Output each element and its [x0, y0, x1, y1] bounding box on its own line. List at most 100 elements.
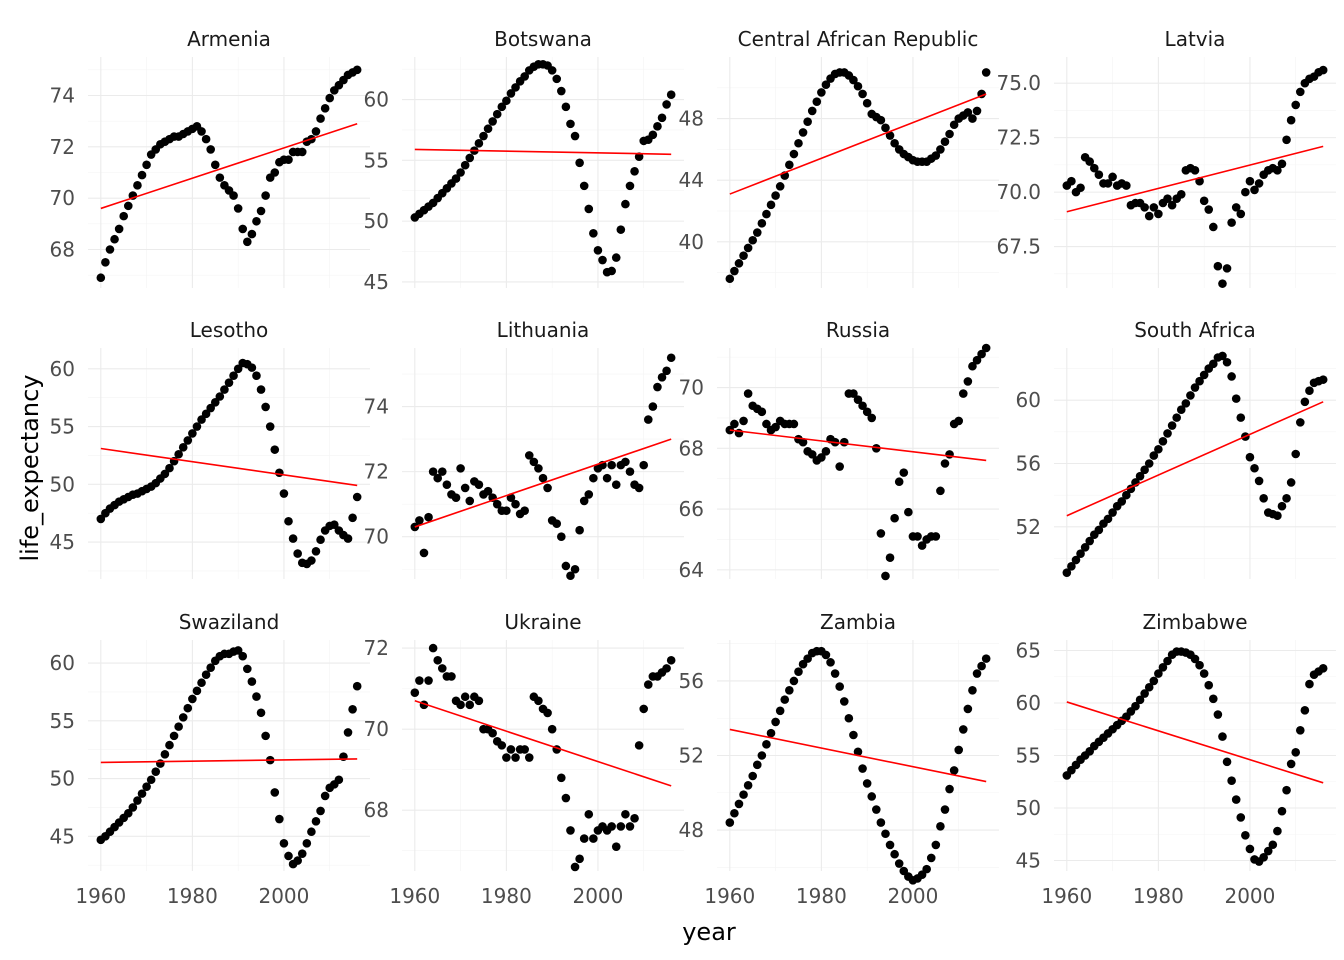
data-point	[762, 740, 771, 749]
y-tick-label: 55	[1016, 744, 1041, 768]
data-point	[1273, 166, 1282, 175]
y-tick-label: 60	[50, 357, 75, 381]
data-point	[483, 486, 493, 496]
data-point	[662, 100, 671, 109]
data-point	[1218, 732, 1227, 741]
data-point	[311, 127, 321, 136]
panel-lesotho: Lesotho 45 50 55 60	[50, 318, 370, 579]
trend-line	[414, 700, 672, 787]
data-point	[96, 514, 106, 524]
y-tick-label: 45	[50, 824, 75, 848]
data-point	[1209, 222, 1218, 232]
data-point	[561, 102, 571, 112]
data-point	[437, 664, 447, 673]
data-point	[506, 745, 516, 754]
y-tick-label: 55	[50, 709, 75, 733]
data-point	[460, 160, 470, 170]
data-point	[561, 793, 571, 803]
data-point	[243, 664, 252, 674]
data-point	[348, 705, 357, 714]
data-point	[1140, 689, 1149, 698]
data-point	[1218, 279, 1227, 288]
panel-armenia: Armenia 68 70 72 74	[50, 27, 370, 288]
y-tick-label: 68	[50, 238, 75, 262]
data-point	[1122, 490, 1131, 500]
data-point	[215, 392, 225, 401]
data-point	[511, 499, 520, 509]
data-point	[529, 457, 539, 467]
data-point	[238, 224, 248, 234]
data-point	[621, 457, 630, 467]
data-point	[316, 806, 325, 816]
data-point	[557, 773, 566, 783]
data-point	[1135, 471, 1145, 481]
panel-zimbabwe: Zimbabwe 45 50 55 60 65 1960 1980 2000	[1016, 610, 1336, 908]
data-point	[325, 93, 335, 103]
data-point	[178, 713, 188, 722]
data-point	[488, 117, 497, 126]
data-point	[894, 477, 904, 487]
y-tick-label: 66	[679, 497, 704, 521]
data-point	[876, 529, 886, 538]
data-point	[926, 853, 936, 863]
data-point	[329, 520, 339, 530]
data-point	[922, 864, 931, 874]
data-point	[949, 766, 959, 775]
data-point	[215, 173, 225, 182]
data-point	[119, 211, 129, 221]
y-tick-label: 55	[364, 148, 389, 172]
y-tick-label: 67.5	[996, 235, 1041, 259]
data-point	[931, 532, 941, 541]
panel-ukraine: Ukraine 68 70 72 1960 1980 2000	[364, 610, 684, 908]
y-tick-label: 68	[679, 436, 704, 460]
data-point	[1140, 465, 1149, 475]
data-point	[492, 109, 502, 119]
y-tick-label: 70	[679, 376, 704, 400]
data-point	[520, 72, 529, 81]
data-point	[789, 676, 799, 686]
facet-title: Russia	[826, 318, 890, 342]
data-point	[297, 147, 307, 157]
data-point	[552, 74, 562, 84]
data-point	[844, 713, 854, 723]
data-point	[1236, 413, 1246, 422]
data-point	[265, 422, 275, 431]
data-point	[447, 672, 456, 681]
data-point	[1158, 663, 1168, 672]
data-point	[607, 460, 616, 470]
data-point	[261, 402, 270, 412]
data-point	[899, 468, 909, 477]
y-tick-label: 74	[50, 84, 75, 108]
data-point	[1108, 508, 1117, 517]
data-point	[1209, 359, 1218, 369]
data-point	[798, 128, 808, 137]
data-point	[630, 814, 639, 823]
data-point	[557, 86, 566, 96]
y-axis-title: life_expectancy	[16, 374, 44, 561]
data-point	[96, 273, 106, 283]
data-point	[137, 789, 147, 798]
data-point	[1222, 357, 1232, 367]
data-point	[506, 89, 516, 98]
x-tick-label: 1980	[167, 884, 218, 908]
data-point	[807, 450, 817, 459]
facet-title: Lesotho	[190, 318, 269, 342]
trend-line	[729, 93, 987, 195]
data-point	[1163, 194, 1172, 203]
data-point	[1300, 706, 1310, 715]
y-tick-label: 70	[364, 717, 389, 741]
data-point	[775, 182, 785, 191]
data-point	[794, 138, 803, 148]
data-point	[1163, 429, 1172, 438]
data-point	[497, 102, 507, 112]
data-point	[730, 808, 739, 818]
data-point	[1282, 785, 1291, 795]
data-point	[1286, 478, 1296, 487]
data-point	[931, 840, 941, 850]
data-point	[1291, 100, 1301, 110]
data-point	[662, 366, 671, 376]
data-point	[1067, 176, 1076, 186]
data-point	[352, 492, 362, 502]
data-point	[881, 123, 890, 133]
data-point	[780, 695, 790, 704]
